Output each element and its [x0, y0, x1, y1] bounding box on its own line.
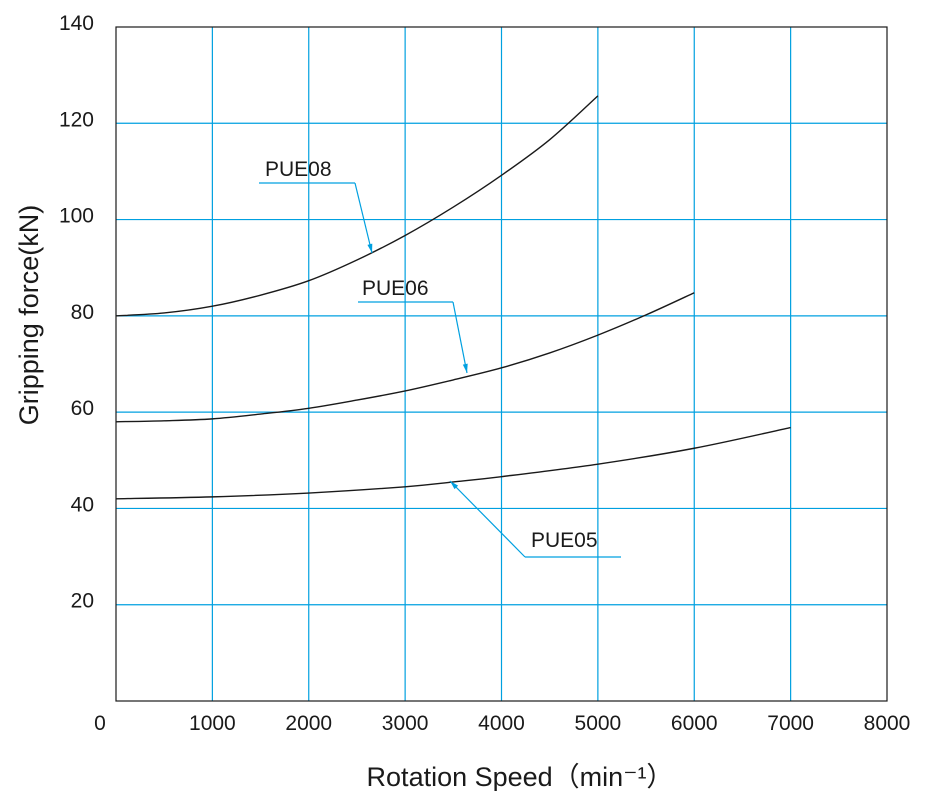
leader-arrowhead-pue05 — [450, 481, 459, 490]
x-tick-label: 7000 — [767, 712, 814, 735]
series-labels: PUE08 PUE06 PUE05 — [265, 158, 598, 552]
x-axis-tick-labels: 0 1000 2000 3000 4000 5000 6000 7000 8000 — [94, 712, 910, 735]
x-tick-label: 4000 — [478, 712, 525, 735]
series-line-pue06 — [115, 292, 695, 423]
x-tick-label: 6000 — [671, 712, 718, 735]
y-tick-label: 40 — [71, 493, 94, 516]
x-tick-label: 0 — [94, 712, 106, 735]
y-tick-label: 100 — [59, 205, 94, 228]
series-label-pue06: PUE06 — [362, 277, 429, 300]
y-tick-label: 140 — [59, 12, 94, 35]
leader-line-pue06 — [452, 301, 468, 374]
leader-arrowhead-pue08 — [367, 243, 373, 253]
y-tick-label: 80 — [71, 301, 94, 324]
x-tick-label: 5000 — [575, 712, 622, 735]
x-tick-label: 1000 — [189, 712, 236, 735]
x-tick-label: 3000 — [382, 712, 429, 735]
leader-line-pue08 — [354, 182, 373, 254]
x-tick-label: 8000 — [864, 712, 911, 735]
series-label-pue05: PUE05 — [531, 529, 598, 552]
series-label-leaders — [259, 182, 621, 558]
series-line-pue08 — [115, 95, 599, 317]
series-label-pue08: PUE08 — [265, 158, 332, 181]
y-tick-label: 60 — [71, 397, 94, 420]
y-tick-label: 20 — [71, 590, 94, 613]
leader-line-pue05 — [449, 480, 526, 558]
x-tick-label: 2000 — [285, 712, 332, 735]
series-lines — [115, 95, 791, 500]
grid-lines — [116, 27, 887, 701]
y-axis-tick-labels: 20 40 60 80 100 120 140 — [59, 12, 94, 613]
plot-frame — [115, 26, 888, 702]
leader-arrowhead-pue06 — [462, 363, 468, 373]
x-axis-title: Rotation Speed（min⁻¹） — [367, 762, 674, 791]
y-axis-title: Gripping force(kN) — [14, 205, 44, 426]
series-line-pue05 — [115, 426, 791, 500]
y-tick-label: 120 — [59, 108, 94, 131]
